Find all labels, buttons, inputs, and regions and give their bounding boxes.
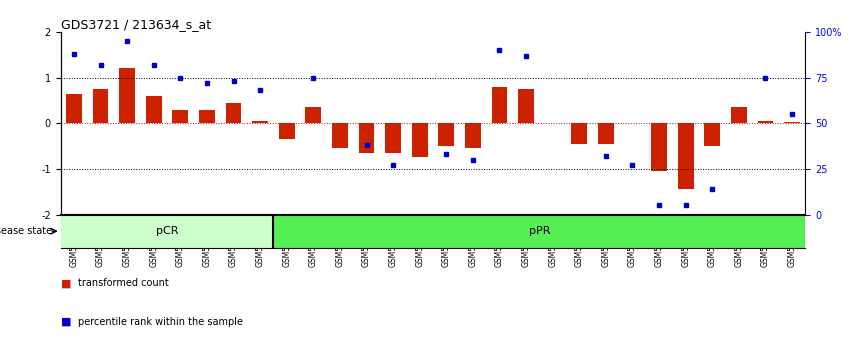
- Text: ■: ■: [61, 278, 71, 288]
- Bar: [704, 123, 721, 146]
- Bar: [61, 215, 274, 248]
- Text: pCR: pCR: [156, 226, 178, 236]
- Bar: [518, 89, 534, 123]
- Text: transformed count: transformed count: [78, 278, 169, 288]
- Bar: [385, 123, 401, 153]
- Bar: [279, 123, 294, 139]
- Text: ■: ■: [61, 317, 71, 327]
- Bar: [598, 123, 614, 144]
- Bar: [492, 87, 507, 123]
- Bar: [145, 96, 162, 123]
- Bar: [572, 123, 587, 144]
- Bar: [678, 123, 694, 189]
- Text: GDS3721 / 213634_s_at: GDS3721 / 213634_s_at: [61, 18, 210, 31]
- Bar: [359, 123, 374, 153]
- Bar: [93, 89, 108, 123]
- Bar: [332, 123, 348, 148]
- Bar: [274, 215, 805, 248]
- Text: percentile rank within the sample: percentile rank within the sample: [78, 317, 243, 327]
- Text: disease state: disease state: [0, 226, 52, 236]
- Bar: [651, 123, 667, 171]
- Text: pPR: pPR: [528, 226, 550, 236]
- Bar: [225, 103, 242, 123]
- Bar: [172, 109, 188, 123]
- Bar: [465, 123, 481, 148]
- Bar: [438, 123, 455, 146]
- Bar: [199, 109, 215, 123]
- Bar: [120, 68, 135, 123]
- Bar: [731, 107, 746, 123]
- Bar: [784, 122, 800, 123]
- Bar: [758, 121, 773, 123]
- Bar: [252, 121, 268, 123]
- Bar: [66, 93, 82, 123]
- Bar: [411, 123, 428, 158]
- Bar: [306, 107, 321, 123]
